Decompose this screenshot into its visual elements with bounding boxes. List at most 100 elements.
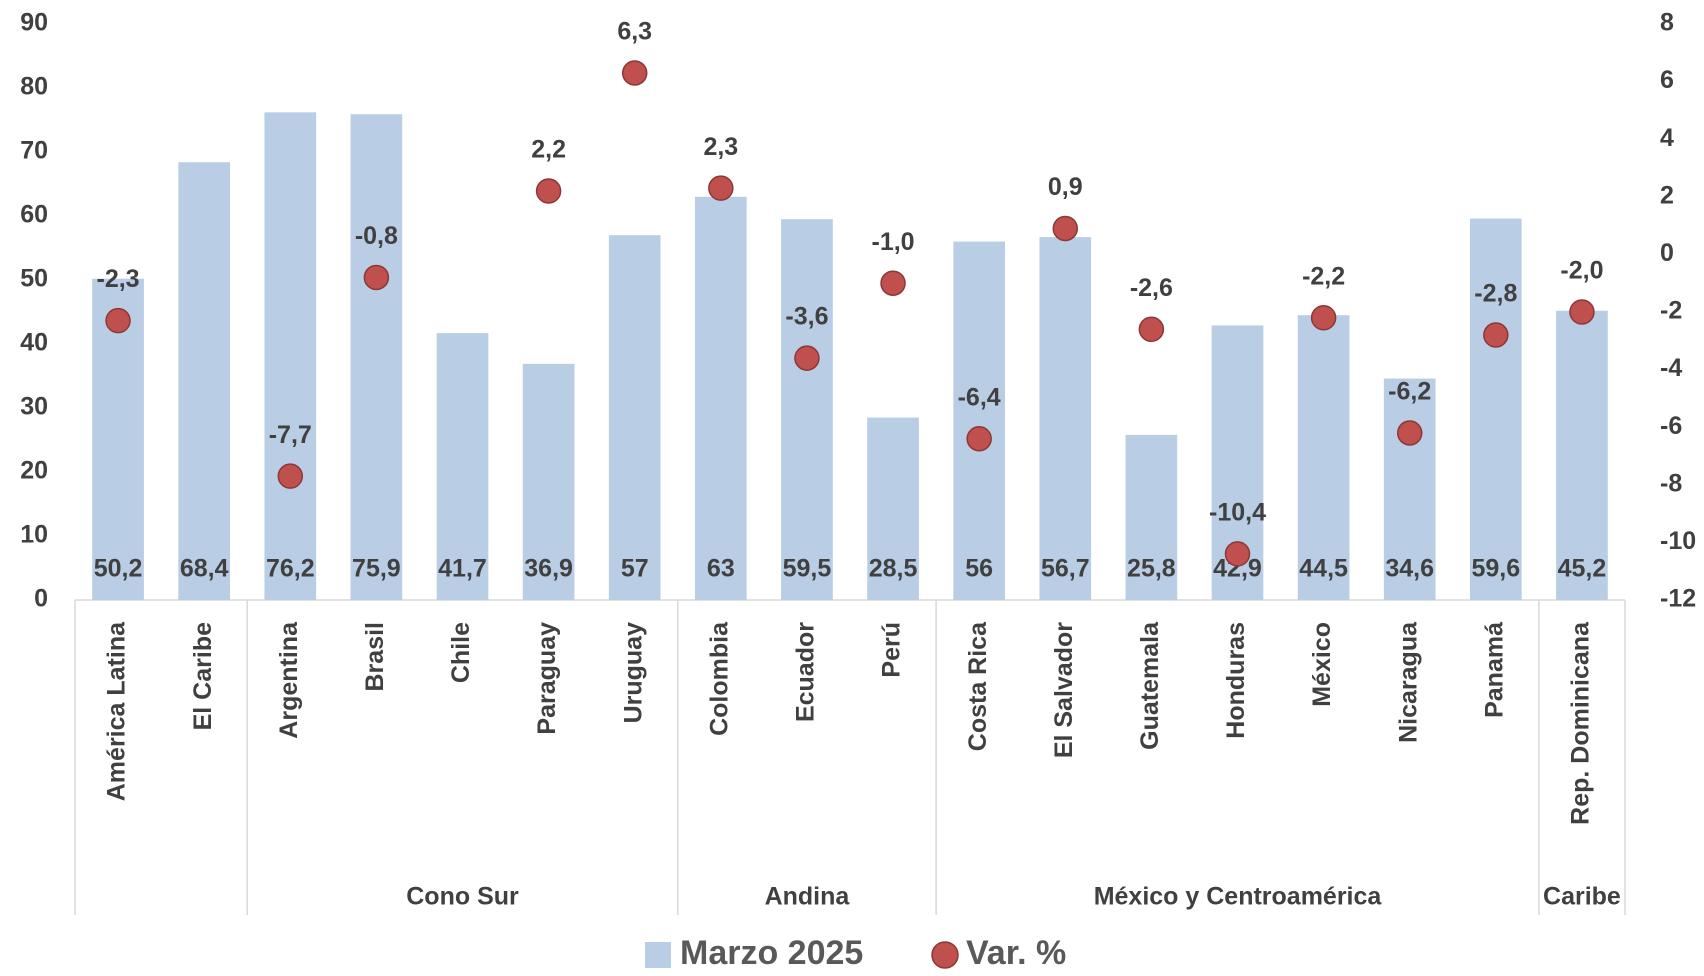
y-tick-label: 20 bbox=[20, 457, 48, 485]
bar bbox=[350, 114, 403, 601]
x-tick-label: Honduras bbox=[1222, 622, 1250, 739]
dot-value-label: -6,2 bbox=[1388, 378, 1431, 406]
x-tick-label: Argentina bbox=[275, 621, 303, 739]
bar-value-label: 59,6 bbox=[1471, 555, 1520, 583]
legend-swatch bbox=[645, 942, 671, 968]
bar-value-label: 56 bbox=[965, 555, 993, 583]
dot bbox=[105, 307, 131, 334]
bar bbox=[781, 219, 833, 600]
group-label: Cono Sur bbox=[406, 883, 519, 911]
dot-value-label: -1,0 bbox=[872, 228, 915, 256]
bar-value-label: 41,7 bbox=[438, 555, 487, 583]
legend-label: Var. % bbox=[966, 934, 1066, 972]
y-tick-label: 0 bbox=[34, 585, 48, 613]
bar-value-label: 59,5 bbox=[783, 555, 832, 583]
dot-value-label: -2,0 bbox=[1560, 257, 1603, 285]
x-tick-label: Panamá bbox=[1480, 622, 1508, 718]
dot bbox=[535, 178, 562, 204]
x-tick-label: Chile bbox=[447, 622, 475, 683]
bar bbox=[522, 363, 575, 600]
bar-value-label: 75,9 bbox=[352, 555, 401, 583]
x-tick-label: Nicaragua bbox=[1394, 621, 1422, 743]
dot-value-label: -0,8 bbox=[355, 222, 398, 250]
y-tick-label: 10 bbox=[20, 521, 48, 549]
x-tick-label: Brasil bbox=[361, 622, 389, 691]
dot bbox=[708, 175, 734, 201]
x-tick-label: Uruguay bbox=[619, 622, 647, 724]
y2-tick-label: 8 bbox=[1660, 9, 1674, 37]
y2-tick-label: 2 bbox=[1660, 181, 1674, 209]
x-tick-label: Colombia bbox=[705, 621, 733, 736]
bar-value-label: 76,2 bbox=[266, 555, 315, 583]
bar-value-label: 50,2 bbox=[94, 555, 143, 583]
dot bbox=[880, 270, 906, 296]
bar-value-label: 63 bbox=[707, 555, 735, 583]
y2-tick-label: -6 bbox=[1660, 412, 1682, 440]
dot bbox=[966, 425, 992, 452]
y2-tick-label: -8 bbox=[1660, 469, 1682, 497]
bar bbox=[1039, 237, 1092, 600]
legend-label: Marzo 2025 bbox=[680, 934, 863, 972]
bar bbox=[608, 235, 661, 600]
dot bbox=[1052, 215, 1079, 242]
legend-swatch bbox=[931, 941, 959, 969]
y-tick-label: 70 bbox=[20, 137, 48, 165]
y-tick-label: 60 bbox=[20, 201, 48, 229]
bar bbox=[264, 112, 317, 600]
dot-value-label: -3,6 bbox=[785, 303, 828, 331]
x-tick-label: Paraguay bbox=[533, 622, 561, 735]
dot bbox=[277, 463, 304, 489]
dot bbox=[794, 345, 820, 371]
bar-value-label: 57 bbox=[621, 555, 649, 583]
dot bbox=[621, 60, 648, 86]
y2-tick-label: -12 bbox=[1660, 585, 1696, 613]
bar-value-label: 68,4 bbox=[180, 555, 229, 583]
x-tick-label: Guatemala bbox=[1136, 621, 1164, 750]
bar bbox=[1125, 434, 1178, 600]
bar bbox=[953, 241, 1005, 600]
y-tick-label: 50 bbox=[20, 265, 48, 293]
bar-value-label: 44,5 bbox=[1299, 555, 1348, 583]
bar-value-label: 56,7 bbox=[1041, 555, 1090, 583]
y2-tick-label: -2 bbox=[1660, 297, 1682, 325]
y-tick-label: 80 bbox=[20, 73, 48, 101]
dot-value-label: -6,4 bbox=[958, 383, 1001, 411]
bar bbox=[867, 417, 919, 600]
dot-value-label: 6,3 bbox=[617, 18, 652, 46]
dot bbox=[1224, 541, 1251, 567]
dot-value-label: 2,3 bbox=[703, 133, 738, 161]
y-tick-label: 40 bbox=[20, 329, 48, 357]
group-label: Caribe bbox=[1543, 883, 1621, 911]
bar bbox=[1383, 378, 1436, 600]
dot bbox=[363, 264, 390, 291]
dot bbox=[1483, 322, 1509, 348]
bar bbox=[436, 333, 489, 600]
bar bbox=[695, 196, 747, 601]
y-tick-label: 90 bbox=[20, 9, 48, 37]
dot bbox=[1310, 305, 1337, 331]
x-tick-label: Costa Rica bbox=[964, 621, 992, 751]
group-label: Andina bbox=[765, 883, 851, 911]
x-tick-label: El Salvador bbox=[1050, 622, 1078, 758]
bar-value-label: 36,9 bbox=[524, 555, 573, 583]
bar bbox=[178, 162, 230, 601]
x-tick-label: Perú bbox=[878, 622, 906, 678]
y2-tick-label: -4 bbox=[1660, 354, 1682, 382]
dot bbox=[1396, 420, 1423, 446]
bar bbox=[1297, 315, 1350, 600]
bar-value-label: 45,2 bbox=[1558, 555, 1607, 583]
dot-value-label: -7,7 bbox=[269, 421, 312, 449]
x-tick-label: Rep. Dominicana bbox=[1567, 621, 1595, 825]
x-tick-label: El Caribe bbox=[189, 622, 217, 730]
y2-tick-label: 0 bbox=[1660, 239, 1674, 267]
dot-value-label: 2,2 bbox=[531, 136, 566, 164]
x-tick-label: América Latina bbox=[103, 621, 131, 801]
y2-tick-label: 6 bbox=[1660, 66, 1674, 94]
dot-value-label: -2,3 bbox=[97, 265, 140, 293]
dot-value-label: -2,2 bbox=[1302, 262, 1345, 290]
y2-tick-label: 4 bbox=[1660, 124, 1674, 152]
group-label: México y Centroamérica bbox=[1094, 883, 1383, 911]
dot-value-label: 0,9 bbox=[1048, 173, 1083, 201]
dot bbox=[1138, 316, 1165, 343]
